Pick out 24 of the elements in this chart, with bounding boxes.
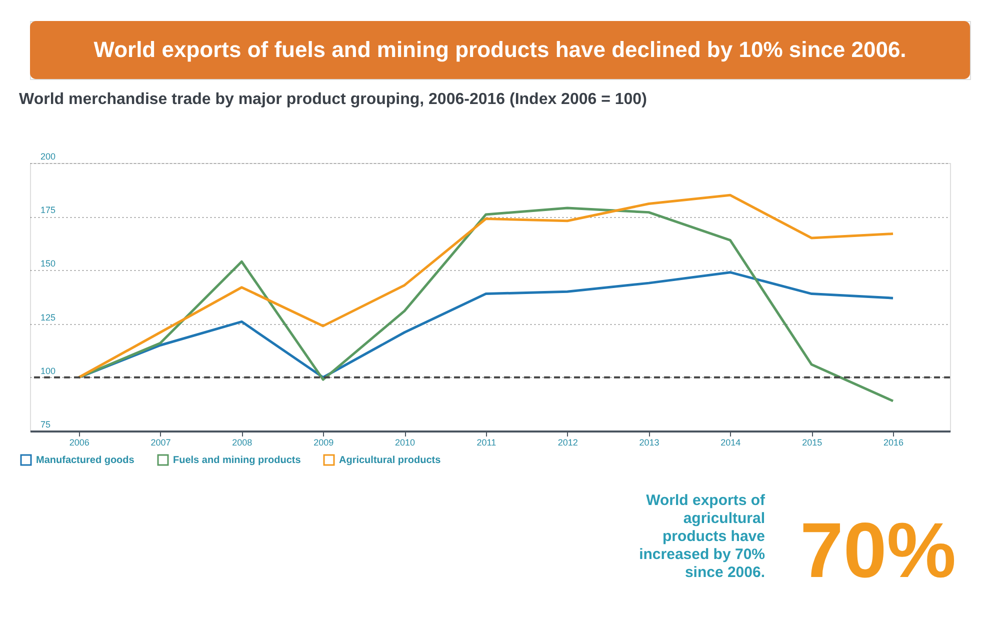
x-tick-label: 2009 — [314, 438, 334, 448]
x-tick-label: 2012 — [558, 438, 578, 448]
y-tick-label: 175 — [40, 205, 56, 216]
y-tick-label: 125 — [40, 312, 56, 322]
text: World exports of agricultural products have increased by 70% since 2006. — [639, 492, 766, 581]
x-tick-label: 2013 — [639, 438, 660, 448]
text: 70% — [800, 506, 956, 594]
y-tick-label: 100 — [40, 366, 56, 376]
x-tick-label: 2007 — [150, 438, 171, 448]
x-tick-label: 2015 — [802, 438, 822, 448]
x-tick-label: 2006 — [69, 438, 90, 448]
legend-label: Fuels and mining products — [173, 455, 302, 466]
legend-label: Agricultural products — [339, 455, 442, 466]
chart-title: World exports of fuels and mining products have declined by 10% since 2006. — [94, 37, 906, 62]
legend-label: Manufactured goods — [36, 455, 135, 466]
chart-subtitle: World merchandise trade by major product grouping, 2006-2016 (Index 2006 = 100) — [19, 91, 647, 108]
x-tick-label: 2016 — [883, 438, 904, 448]
y-tick-label: 200 — [40, 152, 56, 162]
x-tick-label: 2008 — [232, 438, 252, 448]
y-tick-label: 150 — [40, 258, 56, 269]
x-tick-label: 2011 — [476, 438, 496, 448]
y-tick-label: 75 — [40, 420, 51, 430]
x-tick-label: 2010 — [395, 438, 416, 448]
x-tick-label: 2014 — [720, 438, 741, 448]
